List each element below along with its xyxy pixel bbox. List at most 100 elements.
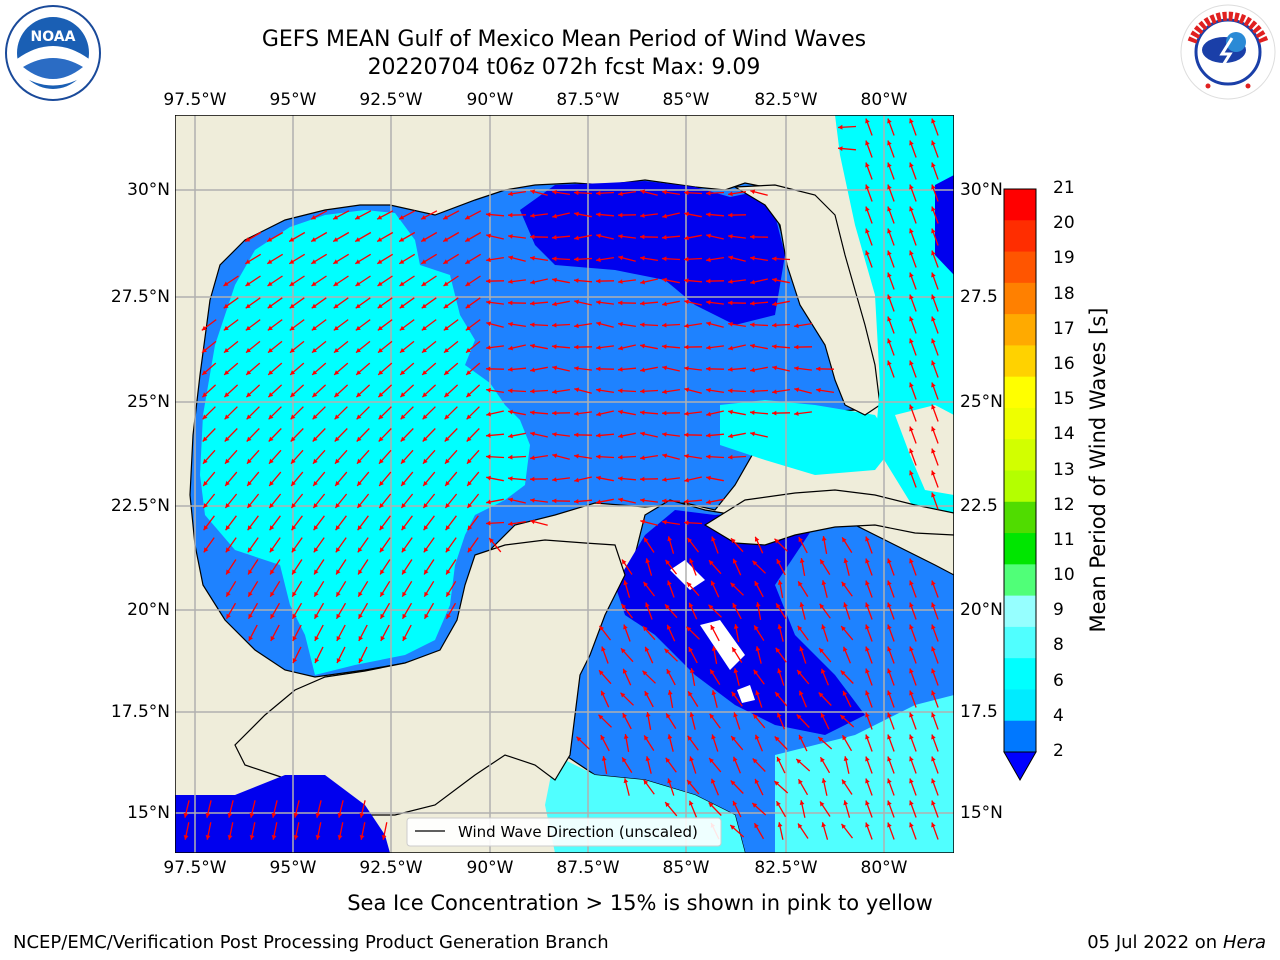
arrowhead [359, 835, 365, 840]
arrowhead [486, 278, 491, 284]
arrowhead [421, 325, 427, 331]
arrowhead [378, 370, 384, 375]
arrowhead [399, 237, 405, 242]
arrowhead [708, 604, 714, 610]
arrowhead [684, 256, 689, 262]
arrowhead [843, 646, 848, 652]
arrowhead [289, 237, 295, 242]
arrowhead [820, 757, 825, 763]
arrowhead [355, 237, 361, 242]
lat-tick-right: 25°N [960, 392, 1003, 412]
arrowhead [486, 233, 491, 239]
colorbar-band [1004, 626, 1036, 659]
arrowhead [247, 525, 253, 531]
arrowhead [796, 759, 802, 764]
lat-tick-left: 27.5°N [110, 287, 170, 307]
arrowhead [772, 389, 777, 395]
arrowhead [574, 453, 579, 459]
arrowhead [618, 321, 623, 327]
arrowhead [399, 259, 405, 264]
arrowhead [841, 823, 846, 829]
arrowhead [530, 255, 535, 261]
arrowhead [552, 389, 557, 395]
arrowhead [667, 536, 672, 542]
arrowhead [733, 712, 738, 718]
arrowhead [248, 613, 253, 619]
arrowhead [708, 802, 714, 808]
arrowhead [728, 388, 733, 394]
arrowhead [931, 316, 936, 322]
arrowhead [687, 780, 692, 785]
lon-tick-top: 92.5°W [359, 90, 423, 110]
arrowhead [378, 436, 384, 442]
arrowhead [355, 215, 361, 220]
lat-tick-right: 30°N [960, 180, 1003, 200]
arrowhead [422, 414, 428, 420]
arrowhead [706, 278, 711, 284]
arrowhead [709, 560, 714, 566]
arrowhead [799, 690, 804, 696]
arrowhead [710, 669, 715, 675]
lon-tick-top: 80°W [860, 90, 908, 110]
arrowhead [909, 206, 914, 212]
arrowhead [574, 278, 579, 283]
arrowhead [706, 300, 711, 305]
arrowhead [401, 547, 407, 553]
arrowhead [750, 431, 755, 437]
lon-tick-bottom: 82.5°W [754, 858, 818, 878]
arrowhead [662, 519, 667, 525]
arrowhead [421, 259, 427, 264]
arrowhead [798, 779, 803, 785]
arrowhead [423, 525, 429, 531]
arrowhead [574, 190, 579, 196]
arrowhead [838, 146, 843, 151]
arrowhead [399, 303, 405, 309]
arrowhead [752, 758, 758, 764]
arrowhead [334, 436, 340, 442]
arrowhead [465, 325, 471, 331]
arrowhead [772, 410, 777, 416]
arrowhead [224, 392, 230, 398]
arrowhead [508, 300, 513, 306]
arrowhead [333, 281, 339, 286]
arrowhead [706, 321, 712, 327]
arrowhead [268, 348, 273, 353]
arrowhead [689, 712, 695, 718]
arrowhead [444, 436, 450, 442]
arrowhead [640, 431, 645, 437]
arrowhead [223, 303, 229, 309]
east-gulf-cyan [720, 400, 895, 475]
arrowhead [267, 237, 273, 242]
arrowhead [842, 735, 847, 741]
arrowhead [245, 325, 251, 331]
arrowhead [530, 431, 535, 437]
arrowhead [728, 433, 733, 439]
arrowhead [754, 625, 759, 631]
arrowhead [931, 404, 936, 410]
arrowhead [640, 498, 645, 503]
colorbar-tick: 10 [1053, 565, 1075, 586]
arrowhead [422, 370, 428, 375]
arrowhead [618, 388, 623, 394]
colorbar-tick: 11 [1053, 529, 1075, 550]
arrowhead [508, 367, 513, 372]
arrowhead [337, 835, 343, 840]
arrowhead [887, 668, 892, 674]
arrowhead [909, 712, 914, 718]
arrowhead [508, 234, 513, 239]
colorbar-band [1004, 282, 1036, 315]
arrowhead [728, 367, 733, 372]
arrowhead [887, 140, 892, 146]
arrowhead [887, 646, 892, 652]
colorbar-band [1004, 533, 1036, 565]
arrowhead [245, 281, 251, 286]
arrowhead [710, 580, 716, 586]
arrowhead [530, 189, 536, 195]
arrowhead [931, 646, 936, 652]
arrowhead [667, 734, 673, 740]
arrowhead [821, 822, 826, 828]
arrowhead [530, 388, 535, 394]
arrowhead [267, 259, 273, 264]
arrowhead [596, 278, 601, 284]
arrowhead [732, 800, 738, 806]
